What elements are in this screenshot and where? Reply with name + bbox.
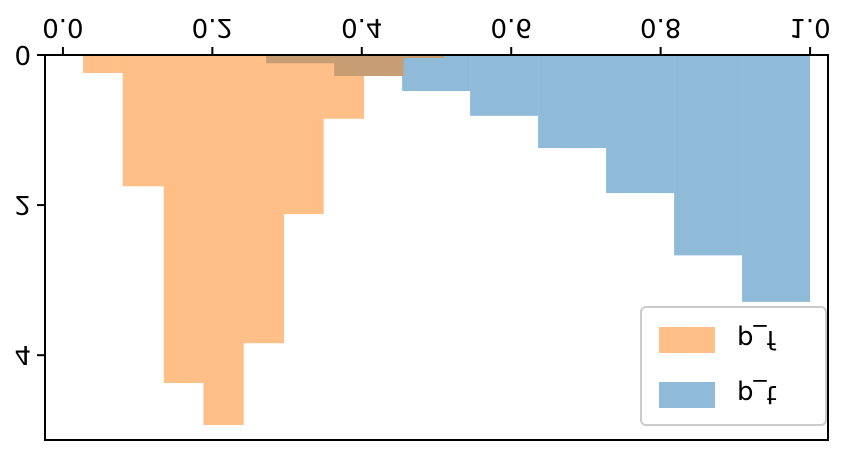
bar xyxy=(83,55,123,74)
bar xyxy=(538,55,607,149)
bar xyxy=(470,55,539,116)
axes-frame xyxy=(44,54,829,441)
x-tick-label: 0.4 xyxy=(341,12,382,42)
x-tick-label: 0.6 xyxy=(491,12,532,42)
bar xyxy=(163,55,204,383)
y-tick-label: 0 xyxy=(14,39,31,69)
bar xyxy=(243,55,285,344)
legend-label: p_t xyxy=(737,379,777,409)
plot: 0.0 0.2 0.4 0.6 0.8 1.0 0 2 4 p_t p_f xyxy=(14,12,831,441)
x-tick-label: 1.0 xyxy=(789,12,830,42)
bar xyxy=(323,55,365,119)
x-tick-label: 0.2 xyxy=(192,12,233,42)
x-tick-label: 0.0 xyxy=(42,12,83,42)
bar xyxy=(403,55,444,59)
bar xyxy=(402,55,471,92)
bar xyxy=(606,55,675,194)
bar xyxy=(203,55,244,425)
bar xyxy=(364,55,404,77)
bar xyxy=(742,55,811,302)
legend-label: p_f xyxy=(737,324,777,354)
bar xyxy=(284,55,324,215)
y-tick-label: 2 xyxy=(14,189,31,219)
legend-swatch xyxy=(659,382,715,408)
y-tick-label: 4 xyxy=(14,339,31,369)
legend-swatch xyxy=(659,327,715,353)
legend: p_t p_f xyxy=(640,306,827,426)
bar xyxy=(674,55,743,256)
bar xyxy=(122,55,164,187)
x-tick-label: 0.8 xyxy=(640,12,681,42)
